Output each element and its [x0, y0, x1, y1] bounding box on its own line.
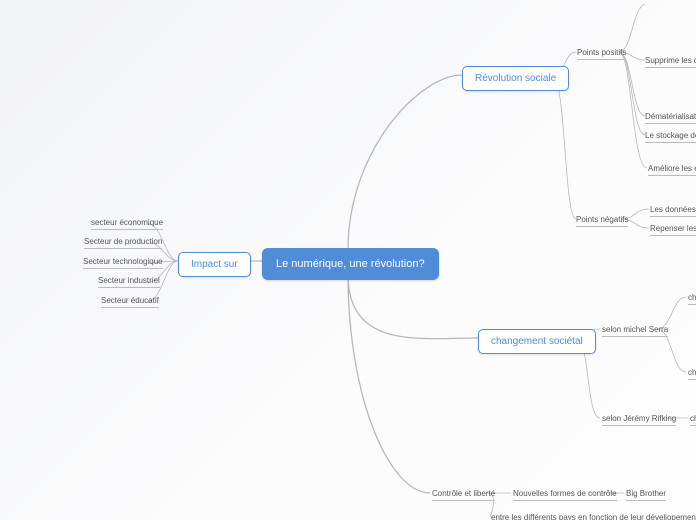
branch-label: Révolution sociale — [475, 73, 556, 84]
branch-changement[interactable]: changement sociétal — [478, 329, 596, 354]
child-label: Secteur industriel — [98, 276, 160, 285]
child-label: Points négatifs — [576, 215, 628, 224]
child-label: Secteur de production — [84, 237, 162, 246]
sub-label: cha — [688, 368, 696, 377]
central-label: Le numérique, une révolution? — [276, 258, 425, 270]
branch-label: changement sociétal — [491, 336, 583, 347]
sub-node[interactable]: Supprime les dist — [645, 56, 696, 68]
sub-node[interactable]: ch — [690, 414, 696, 426]
central-node[interactable]: Le numérique, une révolution? — [262, 248, 439, 280]
child-label: secteur économique — [91, 218, 163, 227]
branch-controle[interactable]: Contrôle et liberté — [432, 489, 495, 501]
child-label: Secteur technologique — [83, 257, 163, 266]
branch-label: Impact sur — [191, 259, 238, 270]
child-node[interactable]: Points positifs — [577, 48, 626, 60]
sub-label: Big Brother — [626, 489, 666, 498]
sub-label: cha — [688, 293, 696, 302]
child-node[interactable]: Secteur technologique — [83, 257, 163, 269]
child-node[interactable]: selon michel Serra — [602, 325, 668, 337]
sub-node[interactable]: Big Brother — [626, 489, 666, 501]
child-label: selon michel Serra — [602, 325, 668, 334]
child-label: Secteur éducatif — [101, 296, 159, 305]
child-node[interactable]: Secteur de production — [84, 237, 162, 249]
child-label: Nouvelles formes de contrôle — [513, 489, 617, 498]
sub-label: Dématérialisation — [645, 112, 696, 121]
branch-impact[interactable]: Impact sur — [178, 252, 251, 277]
sub-node[interactable]: cha — [688, 293, 696, 305]
sub-label: Les données son — [650, 205, 696, 214]
sub-node[interactable]: Améliore les entr — [648, 164, 696, 176]
sub-node[interactable]: Le stockage de do — [645, 131, 696, 143]
branch-label: Contrôle et liberté — [432, 489, 495, 498]
child-node[interactable]: entre les différents pays en fonction de… — [491, 513, 696, 520]
sub-node[interactable]: cha — [688, 368, 696, 380]
child-node[interactable]: secteur économique — [91, 218, 163, 230]
child-label: entre les différents pays en fonction de… — [491, 513, 696, 520]
sub-label: Supprime les dist — [645, 56, 696, 65]
sub-label: Améliore les entr — [648, 164, 696, 173]
child-label: Points positifs — [577, 48, 626, 57]
sub-label: Repenser les dro — [650, 224, 696, 233]
child-node[interactable]: Secteur éducatif — [101, 296, 159, 308]
sub-node[interactable]: Les données son — [650, 205, 696, 217]
child-node[interactable]: Points négatifs — [576, 215, 628, 227]
sub-node[interactable]: Dématérialisation — [645, 112, 696, 124]
child-node[interactable]: Nouvelles formes de contrôle — [513, 489, 617, 501]
child-node[interactable]: selon Jérémy Rifking — [602, 414, 676, 426]
child-label: selon Jérémy Rifking — [602, 414, 676, 423]
sub-label: ch — [690, 414, 696, 423]
sub-label: Le stockage de do — [645, 131, 696, 140]
branch-revolution[interactable]: Révolution sociale — [462, 66, 569, 91]
sub-node[interactable]: Repenser les dro — [650, 224, 696, 236]
child-node[interactable]: Secteur industriel — [98, 276, 160, 288]
